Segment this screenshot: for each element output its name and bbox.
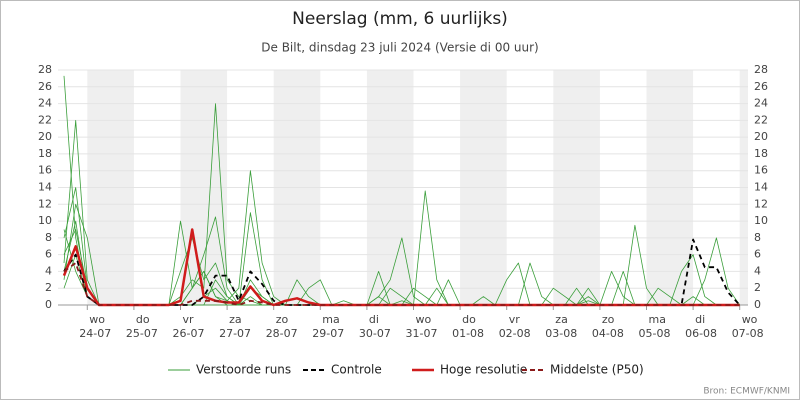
y2-tick-label: 18 — [754, 147, 768, 160]
y2-tick-label: 2 — [754, 281, 761, 294]
y-tick-label: 6 — [45, 248, 52, 261]
x-tick-label: do 25-07 — [126, 313, 158, 340]
x-tick-label: za 27-07 — [219, 313, 251, 340]
y-tick-label: 28 — [38, 63, 52, 76]
x-tick-label: vr 02-08 — [499, 313, 531, 340]
y2-tick-label: 8 — [754, 231, 761, 244]
y-tick-label: 14 — [38, 181, 52, 194]
x-tick-label: ma 29-07 — [312, 313, 344, 340]
y2-tick-label: 10 — [754, 214, 768, 227]
y2-tick-label: 12 — [754, 197, 768, 210]
x-tick-label: ma 05-08 — [639, 313, 671, 340]
y2-tick-label: 0 — [754, 298, 761, 311]
y-tick-label: 8 — [45, 231, 52, 244]
y2-tick-label: 4 — [754, 264, 761, 277]
chart-title: Neerslag (mm, 6 uurlijks) — [292, 9, 508, 29]
x-tick-label: za 03-08 — [545, 313, 577, 340]
x-tick-label: vr 26-07 — [173, 313, 205, 340]
y-tick-label: 12 — [38, 197, 52, 210]
y-tick-label: 20 — [38, 130, 52, 143]
x-tick-label: wo 31-07 — [406, 313, 438, 340]
y2-tick-label: 20 — [754, 130, 768, 143]
x-tick-label: wo 24-07 — [79, 313, 111, 340]
source: Bron: ECMWF/KNMI — [703, 387, 790, 397]
y-tick-label: 0 — [45, 298, 52, 311]
y2-tick-label: 14 — [754, 181, 768, 194]
y-tick-label: 2 — [45, 281, 52, 294]
x-tick-label: zo 28-07 — [266, 313, 298, 340]
y-tick-label: 18 — [38, 147, 52, 160]
y2-tick-label: 28 — [754, 63, 768, 76]
y2-tick-label: 16 — [754, 164, 768, 177]
x-tick-label: wo 07-08 — [732, 313, 764, 340]
y2-tick-label: 6 — [754, 248, 761, 261]
x-tick-label: di 30-07 — [359, 313, 391, 340]
legend-label: Controle — [331, 363, 382, 377]
legend-label: Hoge resolutie — [440, 363, 527, 377]
legend-label: Verstoorde runs — [196, 363, 291, 377]
x-tick-label: zo 04-08 — [592, 313, 624, 340]
y2-tick-label: 24 — [754, 97, 768, 110]
x-tick-label: di 06-08 — [685, 313, 717, 340]
y-tick-label: 10 — [38, 214, 52, 227]
legend-label: Middelste (P50) — [550, 363, 644, 377]
y-tick-label: 16 — [38, 164, 52, 177]
series-line — [63, 262, 740, 306]
y-tick-label: 22 — [38, 113, 52, 126]
y-tick-label: 4 — [45, 264, 52, 277]
y2-tick-label: 22 — [754, 113, 768, 126]
x-tick-label: do 01-08 — [452, 313, 484, 340]
y2-tick-label: 26 — [754, 80, 768, 93]
chart-subtitle: De Bilt, dinsdag 23 juli 2024 (Versie di… — [261, 41, 538, 55]
y-tick-label: 24 — [38, 97, 52, 110]
y-tick-label: 26 — [38, 80, 52, 93]
series-line — [63, 238, 741, 306]
